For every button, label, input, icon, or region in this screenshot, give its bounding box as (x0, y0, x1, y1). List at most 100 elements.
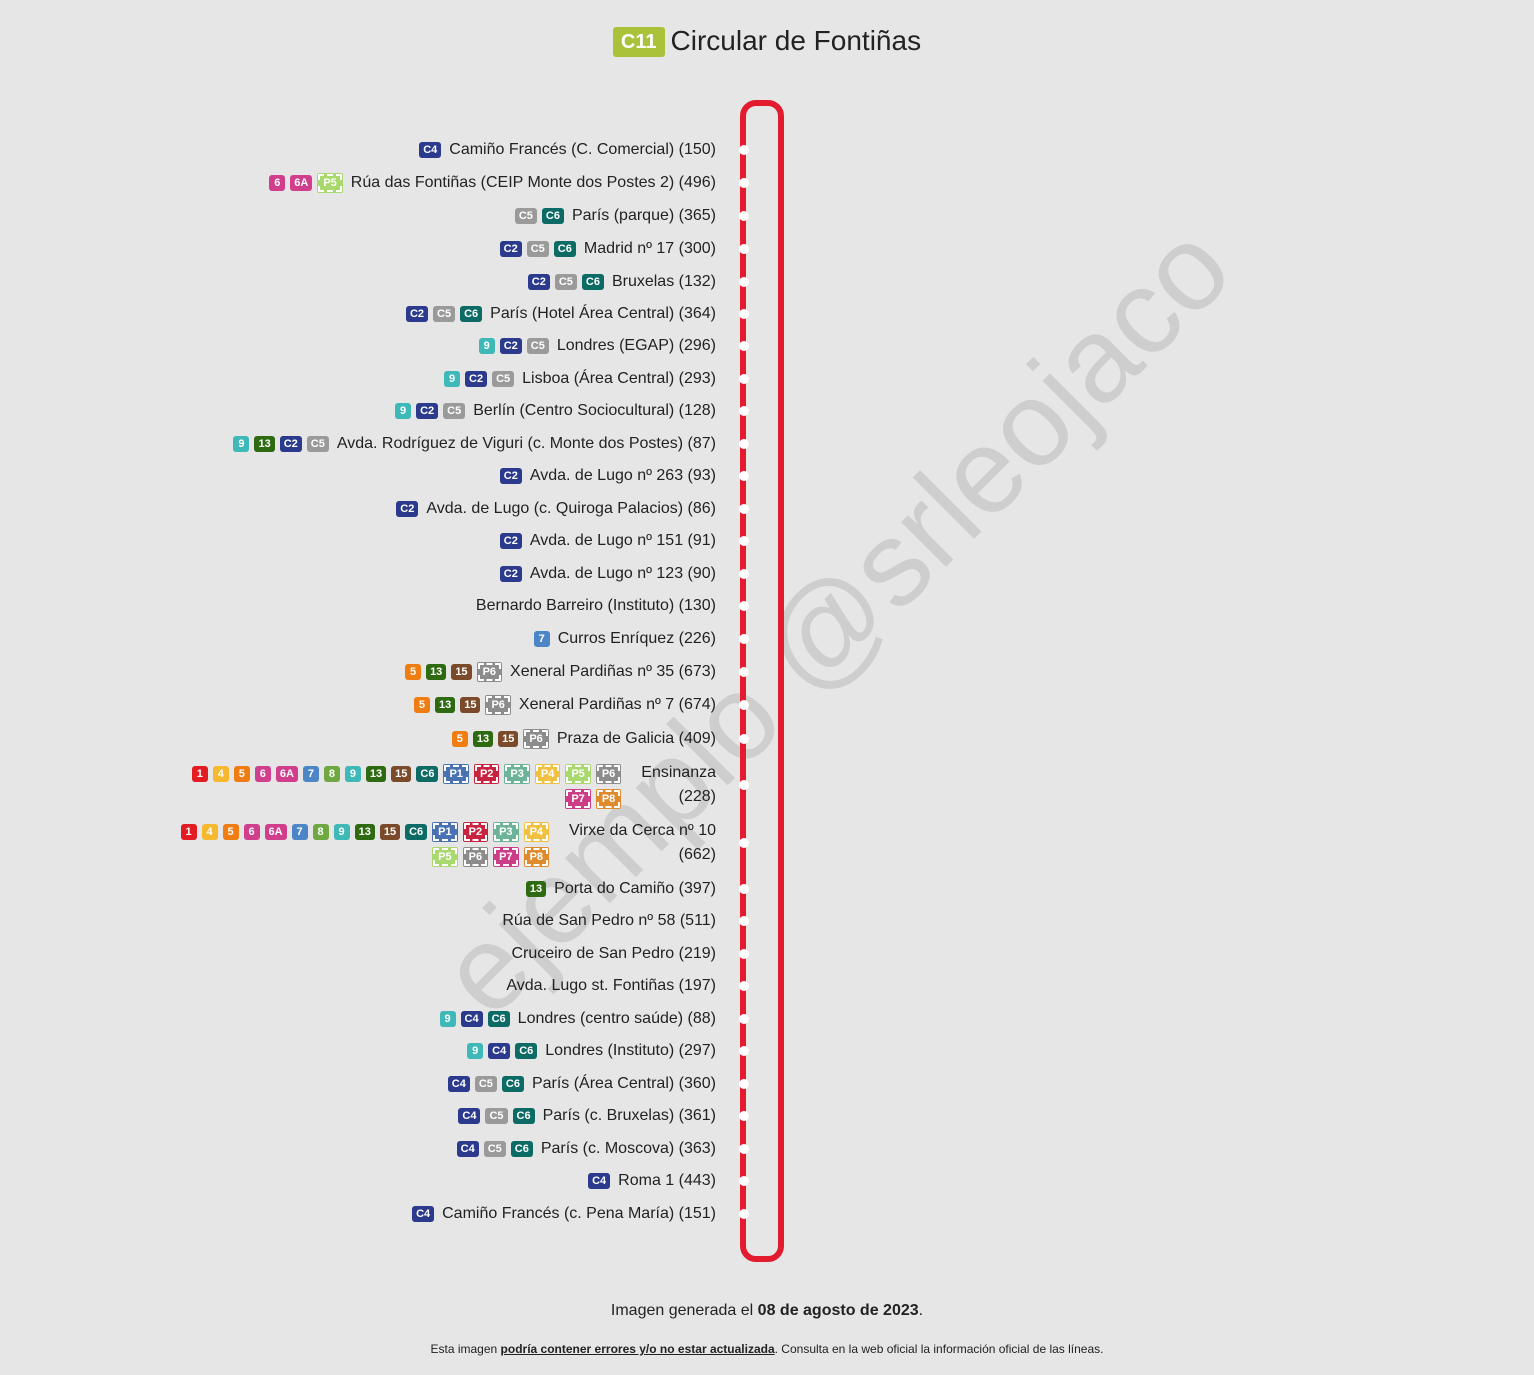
stop: C4 Camiño Francés (C. Comercial) (150) (414, 136, 716, 164)
stop: C4 Camiño Francés (c. Pena María) (151) (407, 1200, 716, 1228)
line-badge-p3: P3 (493, 821, 519, 842)
stop-name: Camiño Francés (c. Pena María) (151) (442, 1205, 716, 1222)
stop-lines: 9 C4 C6 (435, 1011, 510, 1027)
line-badge-13: 13 (254, 436, 275, 452)
stop-name: Bernardo Barreiro (Instituto) (130) (475, 597, 716, 614)
line-badge-6: 6 (269, 175, 286, 191)
stop-dot (739, 145, 749, 155)
stop-name: Rúa das Fontiñas (CEIP Monte dos Postes … (350, 174, 716, 191)
line-badge-c6: C6 (553, 241, 576, 257)
stop-lines: 5 13 15 P6 (447, 729, 549, 749)
line-badge-9: 9 (439, 1011, 456, 1027)
line-badge-c6: C6 (512, 1108, 535, 1124)
stop-lines: 6 6A P5 (264, 173, 343, 193)
line-badge-13: 13 (354, 823, 375, 840)
stop-name: Xeneral Pardiñas nº 35 (673) (510, 663, 716, 680)
line-badge-p4: P4 (523, 821, 550, 842)
line-badge-9: 9 (395, 403, 412, 419)
stop-name: Curros Enríquez (226) (557, 630, 716, 647)
line-badge-8: 8 (323, 765, 340, 782)
line-badge-13: 13 (472, 731, 494, 747)
line-badge-13: 13 (426, 664, 447, 680)
stop: 5 13 15 P6 Praza de Galicia (409) (447, 725, 716, 753)
stop-name: Berlín (Centro Sociocultural) (128) (473, 402, 716, 419)
line-badge-c6: C6 (460, 306, 483, 322)
stop: C4 C5 C6 París (c. Bruxelas) (361) (453, 1102, 716, 1130)
stop-lines: C2 C5 C6 (523, 274, 604, 290)
line-badge-p5: P5 (432, 846, 458, 867)
stop-name: Xeneral Pardiñas nº 7 (674) (518, 696, 716, 713)
line-badge-6a: 6A (275, 765, 298, 782)
stop: 9 C2 C5 Berlín (Centro Sociocultural) (128) (390, 397, 716, 425)
stop: 9 C4 C6 Londres (Instituto) (297) (462, 1037, 716, 1065)
stop-lines: 5 13 15 P6 (409, 695, 511, 715)
stop-dot (739, 1046, 749, 1056)
stop-dot (739, 439, 749, 449)
stop: Bernardo Barreiro (Instituto) (130) (468, 592, 716, 620)
line-badge-c5: C5 (485, 1108, 508, 1124)
stop: 9 13 C2 C5 Avda. Rodríguez de Viguri (c. Mon… (228, 430, 716, 458)
stop: 1 4 5 6 6A 7 8 9 13 15 C6 P1 P2 P3 P4 P5 P6 P7 P8 Virxe da … (176, 819, 716, 869)
stop-dot (739, 1014, 749, 1024)
stop-dot (739, 244, 749, 254)
stop-name: Avda. Lugo st. Fontiñas (197) (506, 977, 716, 994)
stop: 9 C4 C6 Londres (centro saúde) (88) (435, 1005, 716, 1033)
line-badge-9: 9 (444, 371, 460, 387)
line-badge-c5: C5 (492, 371, 515, 387)
stop: C4 C5 C6 París (c. Moscova) (363) (452, 1135, 716, 1163)
stop-lines: C2 (495, 533, 522, 549)
stop-name: Camiño Francés (C. Comercial) (150) (449, 141, 716, 158)
stop-dot (739, 634, 749, 644)
stop: 1 4 5 6 6A 7 8 9 13 15 C6 P1 P2 P3 P4 P5 P6 P7 P8 Ensinanza… (187, 761, 716, 811)
line-badge-c2: C2 (396, 501, 419, 517)
stop-lines: C4 C5 C6 (452, 1141, 533, 1157)
stop-dot (739, 341, 749, 351)
line-badge-c5: C5 (443, 403, 466, 419)
stop-name: Ensinanza (228) (641, 764, 716, 805)
stop: 7 Curros Enríquez (226) (529, 625, 716, 653)
stop-lines: 9 13 C2 C5 (228, 436, 329, 452)
stop: C4 Roma 1 (443) (583, 1167, 716, 1195)
stop-dot (739, 374, 749, 384)
stop-dot (739, 601, 749, 611)
line-badge-5: 5 (222, 823, 239, 840)
stop-dot (739, 1209, 749, 1219)
stop-lines: C4 C5 C6 (443, 1076, 524, 1092)
line-badge-5: 5 (233, 765, 250, 782)
line-badge-p1: P1 (443, 763, 469, 784)
line-badge-15: 15 (460, 697, 481, 713)
line-badge-c6: C6 (416, 765, 439, 782)
stop-lines: 9 C4 C6 (462, 1043, 538, 1059)
line-badge-c6: C6 (487, 1011, 510, 1027)
stop-lines: 9 C2 C5 (474, 338, 549, 354)
line-badge-c2: C2 (279, 436, 302, 452)
stop-dot (739, 916, 749, 926)
stop-name: París (Hotel Área Central) (364) (490, 305, 716, 322)
line-badge-9: 9 (478, 338, 495, 354)
stop-lines: 9 C2 C5 (390, 403, 466, 419)
line-badge-p4: P4 (534, 763, 561, 784)
stop-name: Madrid nº 17 (300) (583, 240, 716, 257)
stop-dot (739, 981, 749, 991)
line-badge-c2: C2 (499, 533, 522, 549)
line-badge-7: 7 (302, 765, 319, 782)
stop: 9 C2 C5 Londres (EGAP) (296) (474, 332, 716, 360)
line-badge-c4: C4 (460, 1011, 483, 1027)
stop-lines: 1 4 5 6 6A 7 8 9 13 15 C6 P1 P2 P3 P4 P5 P6 P7 P8 (176, 819, 550, 869)
stop-dot (739, 569, 749, 579)
line-badge-c4: C4 (419, 142, 442, 158)
stop-dot (739, 1111, 749, 1121)
stop-lines: C2 (495, 468, 522, 484)
stop-name: Avda. de Lugo nº 123 (90) (529, 565, 716, 582)
stop-dot (739, 178, 749, 188)
line-badge-c5: C5 (483, 1141, 506, 1157)
stop: Cruceiro de San Pedro (219) (503, 940, 716, 968)
line-badge-4: 4 (201, 823, 218, 840)
stop: 9 C2 C5 Lisboa (Área Central) (293) (439, 365, 716, 393)
stop: Rúa de San Pedro nº 58 (511) (494, 907, 716, 935)
line-badge-5: 5 (451, 731, 468, 747)
stop-lines: C2 C5 C6 (495, 241, 576, 257)
line-badge-p6: P6 (485, 695, 511, 715)
line-badge-c5: C5 (514, 208, 537, 224)
line-badge-c2: C2 (465, 371, 488, 387)
